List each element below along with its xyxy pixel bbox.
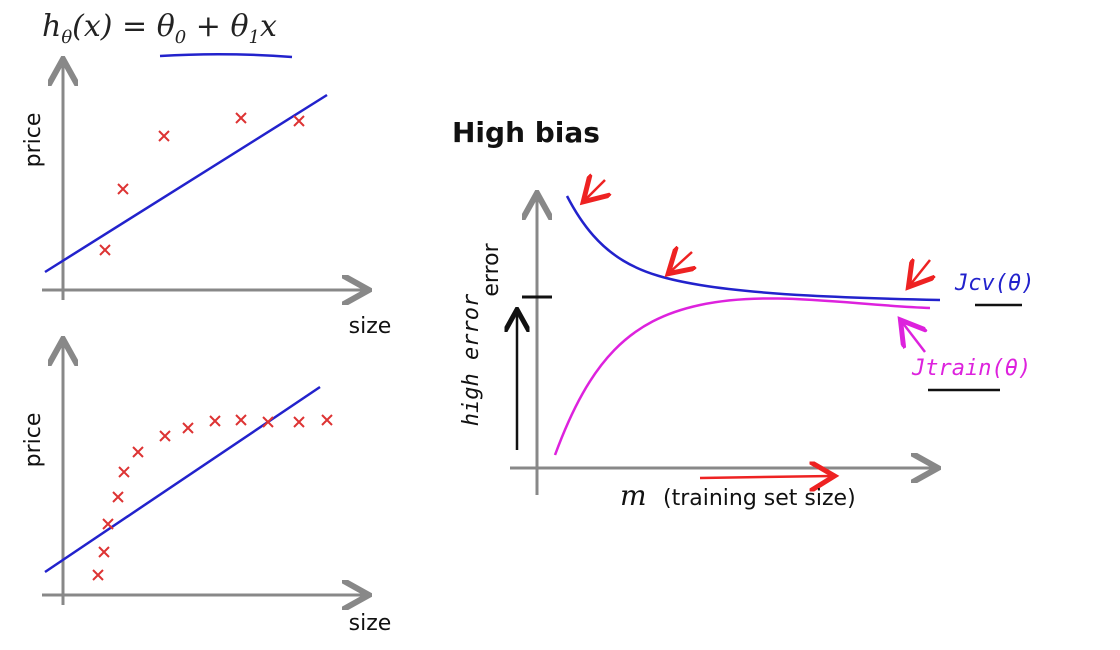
sample-point [235, 112, 247, 124]
sample-point [293, 115, 305, 127]
sample-point [158, 130, 170, 142]
sample-point [92, 569, 104, 581]
sample-point [182, 422, 194, 434]
title: High bias [452, 116, 600, 149]
sample-point [132, 446, 144, 458]
train-label: Jtrain(θ) [911, 356, 1031, 381]
train-curve [553, 297, 931, 456]
note: high error [459, 293, 484, 426]
sample-point [98, 546, 110, 558]
x-label: size [349, 314, 392, 339]
y-label: price [21, 113, 46, 168]
sample-point [262, 416, 274, 428]
learning-curve: High bias error high error m (training s… [452, 116, 1034, 512]
sample-point [112, 491, 124, 503]
cv-label: Jcv(θ) [954, 271, 1034, 296]
sample-point [209, 415, 221, 427]
x-symbol: m [620, 479, 647, 512]
x-label: (training set size) [663, 486, 856, 511]
sample-point [159, 430, 171, 442]
sample-point [118, 466, 130, 478]
y-label: error [479, 242, 504, 296]
sample-point [321, 414, 333, 426]
formula-underline [159, 52, 293, 59]
plot-bottom: price size [21, 342, 391, 636]
x-label: size [349, 611, 392, 636]
sample-point [99, 244, 111, 256]
formula: hθ(x) = θ0 + θ1x [42, 9, 277, 48]
cv-curve [565, 195, 941, 302]
plot-top: price size [21, 62, 391, 339]
sample-point [102, 518, 114, 530]
sample-point [293, 416, 305, 428]
sample-point [235, 414, 247, 426]
sample-point [117, 183, 129, 195]
y-label: price [21, 413, 46, 468]
